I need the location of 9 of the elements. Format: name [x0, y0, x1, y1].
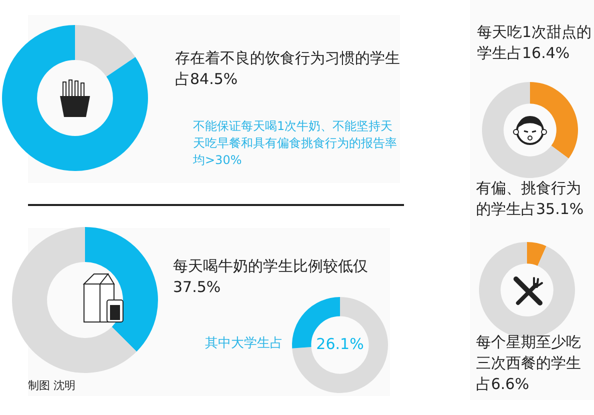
text: 其中大学生占 — [205, 335, 284, 352]
text: 存在着不良的饮食行为习惯的学生占84.5% — [175, 48, 401, 90]
data-label: 26.1% — [316, 334, 364, 353]
text: 不能保证每天喝1次牛奶、不能坚持天天吃早餐和具有偏食挑食行为的报告率均>30% — [193, 118, 398, 169]
text: 每天喝牛奶的学生比例较低仅37.5% — [173, 256, 369, 298]
text: 每个星期至少吃三次西餐的学生占6.6% — [476, 332, 582, 395]
text: 制图 沈明 — [28, 378, 76, 394]
text: 每天吃1次甜点的学生占16.4% — [477, 22, 592, 64]
text: 有偏、挑食行为的学生占35.1% — [476, 178, 585, 220]
